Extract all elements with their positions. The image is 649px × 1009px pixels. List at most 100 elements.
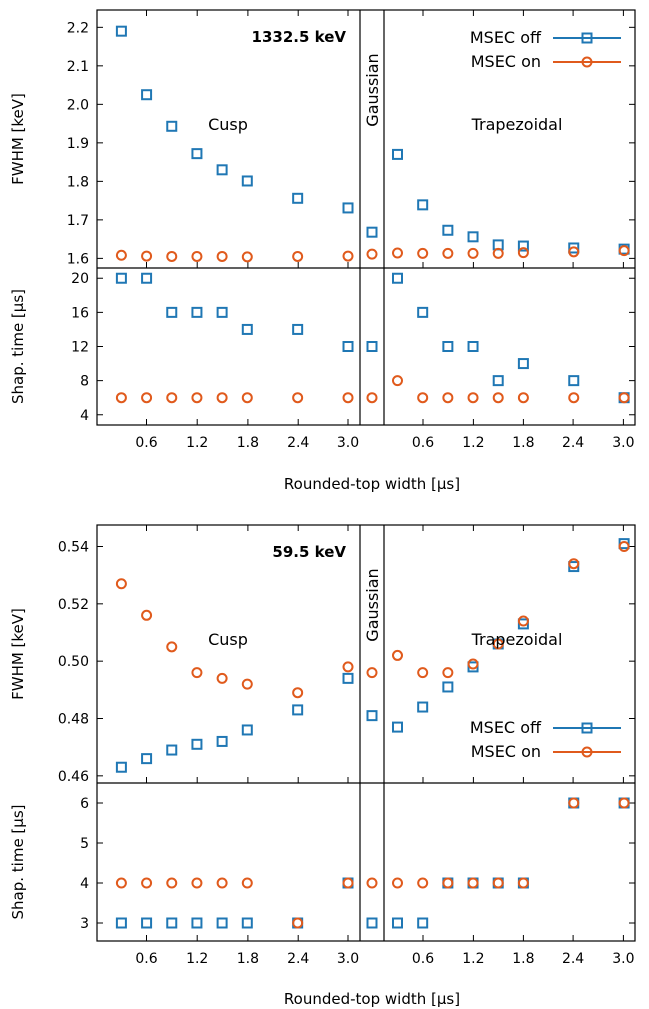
data-point-cusp [342, 341, 354, 352]
data-point-cusp [166, 917, 178, 929]
data-point-cusp [342, 672, 354, 684]
x-tick-label: 2.4 [562, 435, 584, 451]
data-point-cusp [342, 202, 354, 214]
data-point-trapezoidal [517, 247, 529, 259]
data-point-cusp [191, 917, 203, 929]
data-point-trapezoidal [392, 148, 403, 160]
data-point-trapezoidal [392, 721, 403, 733]
legend-label: MSEC off [470, 718, 542, 737]
gaussian-label: Gaussian [363, 568, 382, 641]
y-tick-label: 16 [71, 305, 89, 321]
legend-marker [581, 32, 593, 44]
data-point-cusp [166, 877, 178, 889]
cusp-label: Cusp [208, 630, 248, 649]
energy-label: 1332.5 keV [252, 28, 347, 46]
data-point-trapezoidal [568, 246, 580, 258]
data-point-trapezoidal [467, 231, 479, 243]
data-point-trapezoidal [492, 638, 504, 650]
data-point-cusp [342, 661, 354, 673]
series-msec-off [115, 797, 630, 929]
data-point-trapezoidal [618, 541, 630, 552]
data-point-trapezoidal [517, 240, 529, 252]
y-tick-label: 6 [80, 796, 89, 812]
y-tick-label: 1.9 [67, 136, 89, 152]
data-point-cusp [141, 250, 153, 262]
data-point-trapezoidal [417, 701, 429, 713]
data-point-trapezoidal [442, 247, 454, 259]
series-msec-off [115, 272, 630, 404]
data-point-cusp [166, 306, 178, 318]
data-point-trapezoidal [492, 247, 504, 259]
data-point-trapezoidal [618, 392, 630, 404]
data-point-gaussian [366, 341, 378, 352]
data-point-trapezoidal [517, 358, 529, 370]
data-point-cusp [115, 761, 127, 773]
data-point-trapezoidal [417, 917, 429, 929]
data-point-trapezoidal [517, 615, 529, 627]
data-point-cusp [115, 392, 127, 404]
data-point-cusp [166, 641, 178, 653]
data-point-gaussian [366, 917, 378, 929]
chart-1332-keV: 0.6 1.2 1.8 2.4 3.0 0.6 1.2 1.8 2.4 3.0 Rounded-to… [9, 9, 636, 493]
y-tick-label: 2.0 [67, 97, 89, 113]
x-tick-label: 1.2 [462, 951, 484, 967]
fwhm-axis-label: FWHM [keV] [9, 608, 27, 700]
trapezoidal-label: Trapezoidal [471, 630, 563, 649]
data-point-cusp [141, 609, 153, 621]
x-tick-label: 0.6 [412, 435, 434, 451]
data-point-trapezoidal [568, 375, 580, 387]
data-point-trapezoidal [442, 681, 454, 693]
data-point-gaussian [366, 667, 378, 679]
y-tick-label: 0.54 [58, 540, 89, 556]
x-tick-label: 1.2 [186, 435, 208, 451]
x-axis-label: Rounded-top width [µs] [284, 990, 460, 1008]
shaping-time-axis-label: Shap. time [µs] [9, 805, 27, 920]
x-tick-label: 1.8 [237, 435, 259, 451]
y-tick-label: 2.2 [67, 20, 89, 36]
data-point-trapezoidal [568, 558, 580, 570]
y-tick-label: 12 [71, 340, 89, 356]
data-point-cusp [241, 251, 253, 263]
legend-label: MSEC on [471, 52, 541, 71]
x-tick-label: 1.8 [512, 951, 534, 967]
trapezoidal-label: Trapezoidal [471, 115, 563, 134]
data-point-gaussian [366, 248, 378, 260]
data-point-gaussian [366, 392, 378, 404]
data-point-trapezoidal [517, 392, 529, 404]
data-point-trapezoidal [568, 392, 580, 404]
series-msec-on [115, 797, 630, 929]
data-point-cusp [141, 272, 153, 284]
series-msec-on [115, 375, 630, 404]
data-point-trapezoidal [467, 658, 479, 670]
data-point-cusp [292, 687, 304, 699]
chart-59-keV: 0.6 1.2 1.8 2.4 3.0 0.6 1.2 1.8 2.4 3.0 Rounded-to… [9, 524, 636, 1008]
data-point-trapezoidal [417, 877, 429, 889]
data-point-cusp [166, 744, 178, 756]
y-tick-label: 0.46 [58, 769, 89, 785]
y-tick-label: 3 [80, 916, 89, 932]
data-point-cusp [216, 672, 228, 684]
x-tick-label: 0.6 [412, 951, 434, 967]
energy-label: 59.5 keV [272, 543, 346, 561]
series-msec-on [115, 541, 630, 699]
data-point-trapezoidal [492, 877, 504, 889]
gaussian-label: Gaussian [363, 53, 382, 126]
data-point-cusp [141, 89, 153, 101]
data-point-trapezoidal [392, 272, 403, 284]
data-point-cusp [115, 578, 127, 590]
legend-marker [581, 746, 593, 758]
y-tick-label: 4 [80, 408, 89, 424]
data-point-cusp [191, 392, 203, 404]
data-point-cusp [292, 704, 304, 716]
x-tick-label: 0.6 [135, 435, 157, 451]
data-point-cusp [166, 250, 178, 262]
data-point-trapezoidal [568, 242, 580, 254]
shaping-time-axis-label: Shap. time [µs] [9, 289, 27, 404]
x-axis-label: Rounded-top width [µs] [284, 475, 460, 493]
data-point-trapezoidal [467, 247, 479, 259]
fwhm-axis-label: FWHM [keV] [9, 93, 27, 185]
data-point-cusp [342, 877, 354, 889]
legend-label: MSEC on [471, 742, 541, 761]
data-point-trapezoidal [417, 306, 429, 318]
legend-marker [581, 722, 593, 734]
